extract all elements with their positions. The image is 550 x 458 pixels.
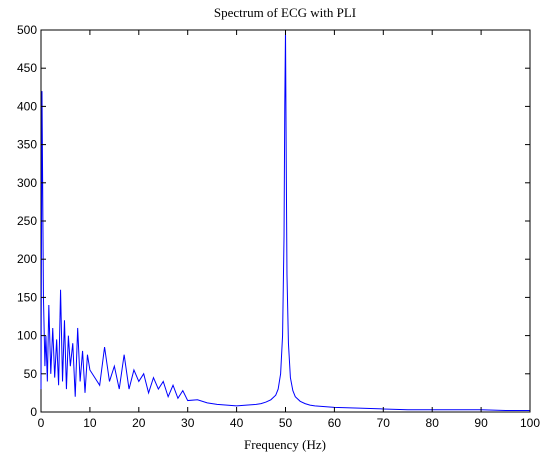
- x-tick-label: 0: [38, 416, 45, 430]
- x-tick-label: 40: [230, 416, 244, 430]
- chart-title: Spectrum of ECG with PLI: [214, 5, 356, 20]
- x-tick-label: 90: [474, 416, 488, 430]
- y-tick-label: 350: [17, 138, 37, 152]
- x-tick-label: 60: [328, 416, 342, 430]
- y-tick-label: 300: [17, 176, 37, 190]
- y-tick-label: 400: [17, 99, 37, 113]
- y-tick-label: 0: [30, 405, 37, 419]
- x-tick-label: 30: [181, 416, 195, 430]
- y-tick-label: 200: [17, 252, 37, 266]
- x-tick-label: 50: [279, 416, 293, 430]
- x-axis-label: Frequency (Hz): [244, 437, 326, 452]
- y-axis: 0 50 100 150 200 250 300 350 400 450 500: [17, 23, 530, 419]
- series-layer: [40, 29, 530, 411]
- y-tick-label: 50: [24, 367, 38, 381]
- x-tick-label: 70: [377, 416, 391, 430]
- series-line-0: [40, 29, 530, 411]
- y-tick-label: 150: [17, 290, 37, 304]
- x-axis: 0 10 20 30 40 50 60 70 80 90 100: [38, 30, 540, 430]
- x-tick-label: 20: [132, 416, 146, 430]
- y-tick-label: 500: [17, 23, 37, 37]
- x-tick-label: 100: [520, 416, 540, 430]
- x-tick-label: 80: [426, 416, 440, 430]
- y-tick-label: 450: [17, 61, 37, 75]
- x-tick-label: 10: [83, 416, 97, 430]
- y-tick-label: 100: [17, 329, 37, 343]
- y-tick-label: 250: [17, 214, 37, 228]
